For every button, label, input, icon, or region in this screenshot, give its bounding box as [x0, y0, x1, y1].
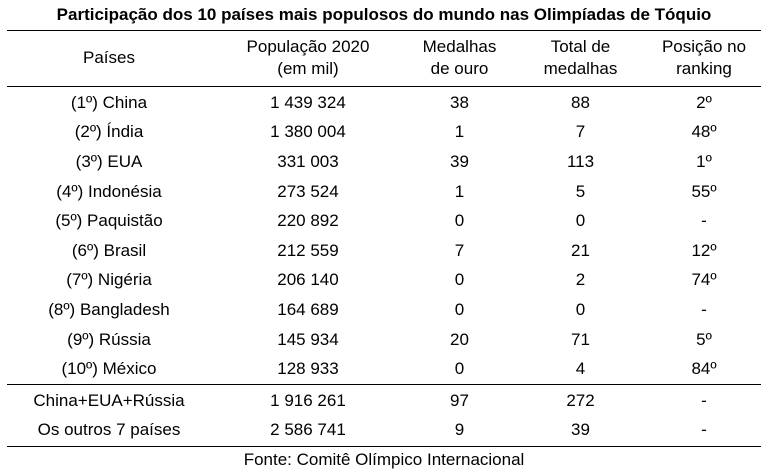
cell-gold: 0 [454, 299, 465, 319]
totals-row: Os outros 7 países 2 586 741 9 39 - [7, 416, 761, 446]
cell-gold: 97 [450, 390, 469, 410]
cell-country: (5º) Paquistão [55, 211, 163, 231]
cell-country: China+EUA+Rússia [33, 390, 185, 410]
header-rule [7, 86, 761, 87]
table-row: (9º) Rússia 145 934 20 71 5º [7, 325, 761, 355]
cell-country: Os outros 7 países [37, 420, 181, 440]
cell-total: 0 [575, 211, 586, 231]
cell-population: 145 934 [277, 329, 339, 349]
cell-total: 0 [575, 299, 586, 319]
table-row: (1º) China 1 439 324 38 88 2º [7, 88, 761, 118]
cell-rank: 55º [691, 181, 717, 201]
cell-total: 113 [566, 151, 595, 171]
cell-total: 4 [575, 359, 586, 379]
cell-gold: 1 [454, 122, 465, 142]
cell-rank: 5º [696, 329, 712, 349]
cell-rank: 1º [696, 151, 712, 171]
cell-country: (2º) Índia [74, 122, 144, 142]
cell-total: 2 [575, 270, 586, 290]
cell-population: 1 380 004 [270, 122, 346, 142]
cell-total: 7 [575, 122, 586, 142]
header-population: População 2020 (em mil) [246, 37, 370, 78]
cell-country: (1º) China [70, 92, 148, 112]
cell-rank: - [701, 211, 707, 231]
cell-total: 272 [566, 390, 595, 410]
totals-row: China+EUA+Rússia 1 916 261 97 272 - [7, 386, 761, 416]
table-row: (4º) Indonésia 273 524 1 5 55º [7, 177, 761, 207]
cell-total: 21 [571, 240, 590, 260]
cell-rank: 74º [691, 270, 717, 290]
cell-rank: 12º [691, 240, 717, 260]
cell-population: 212 559 [277, 240, 339, 260]
cell-rank: - [701, 299, 707, 319]
cell-gold: 1 [454, 181, 465, 201]
cell-rank: 2º [696, 92, 712, 112]
cell-rank: 48º [691, 122, 717, 142]
header-rank: Posição no ranking [661, 37, 747, 78]
cell-country: (9º) Rússia [67, 329, 151, 349]
cell-rank: - [701, 390, 707, 410]
cell-population: 164 689 [277, 299, 339, 319]
cell-total: 39 [571, 420, 590, 440]
cell-total: 71 [571, 329, 590, 349]
cell-population: 128 933 [277, 359, 339, 379]
cell-country: (7º) Nigéria [66, 270, 152, 290]
cell-country: (10º) México [61, 359, 157, 379]
cell-population: 1 439 324 [270, 92, 346, 112]
header-gold: Medalhas de ouro [422, 37, 497, 78]
header-row: Países População 2020 (em mil) Medalhas de… [7, 32, 761, 84]
cell-gold: 39 [450, 151, 469, 171]
bottom-rule [7, 446, 761, 447]
cell-gold: 0 [454, 211, 465, 231]
cell-population: 2 586 741 [270, 420, 346, 440]
source-note: Fonte: Comitê Olímpico Internacional [243, 450, 525, 469]
table-row: (3º) EUA 331 003 39 113 1º [7, 147, 761, 177]
cell-rank: - [701, 420, 707, 440]
cell-total: 88 [571, 92, 590, 112]
table-title: Participação dos 10 países mais populoso… [56, 5, 712, 24]
cell-country: (8º) Bangladesh [48, 299, 170, 319]
cell-gold: 0 [454, 359, 465, 379]
cell-population: 220 892 [277, 211, 339, 231]
totals-rule [7, 384, 761, 385]
cell-gold: 20 [450, 329, 469, 349]
header-country: Países [83, 48, 135, 67]
cell-population: 206 140 [277, 270, 339, 290]
cell-gold: 38 [450, 92, 469, 112]
totals-table: China+EUA+Rússia 1 916 261 97 272 - Os outro… [7, 386, 761, 445]
table-row: (10º) México 128 933 0 4 84º [7, 354, 761, 384]
cell-gold: 0 [454, 270, 465, 290]
table-row: (5º) Paquistão 220 892 0 0 - [7, 206, 761, 236]
cell-total: 5 [575, 181, 586, 201]
header-total: Total de medalhas [543, 37, 618, 78]
top-rule [7, 30, 761, 31]
cell-country: (6º) Brasil [71, 240, 147, 260]
cell-country: (4º) Indonésia [56, 181, 162, 201]
cell-gold: 9 [454, 420, 465, 440]
cell-gold: 7 [454, 240, 465, 260]
countries-table: (1º) China 1 439 324 38 88 2º (2º) Índia 1 38… [7, 88, 761, 384]
table-row: (8º) Bangladesh 164 689 0 0 - [7, 295, 761, 325]
table-row: (7º) Nigéria 206 140 0 2 74º [7, 266, 761, 296]
cell-rank: 84º [691, 359, 717, 379]
table-row: (6º) Brasil 212 559 7 21 12º [7, 236, 761, 266]
table-row: (2º) Índia 1 380 004 1 7 48º [7, 118, 761, 148]
cell-population: 273 524 [277, 181, 339, 201]
table-header: Países População 2020 (em mil) Medalhas de… [7, 32, 761, 84]
cell-population: 1 916 261 [270, 390, 346, 410]
cell-population: 331 003 [277, 151, 339, 171]
cell-country: (3º) EUA [75, 151, 143, 171]
